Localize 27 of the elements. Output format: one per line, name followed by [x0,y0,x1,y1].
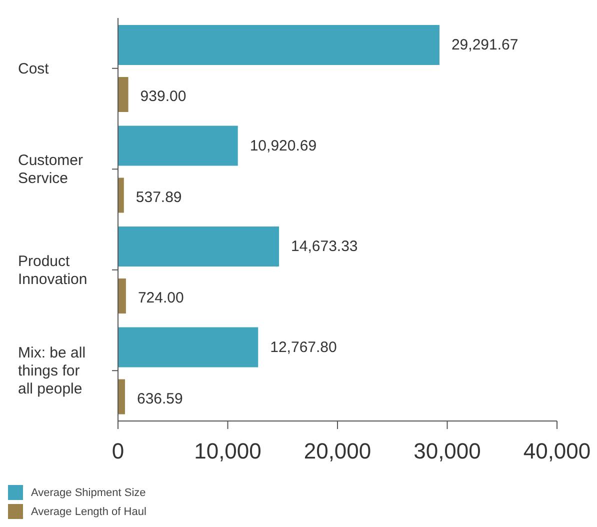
y-tick-label: Customer Service [18,152,84,187]
legend-label: Average Length of Haul [31,506,146,518]
data-label: 12,767.80 [270,338,337,356]
y-tick-label: Mix: be all things for all people [18,344,86,398]
y-tick-label: Product Innovation [18,252,88,288]
bar [118,379,125,414]
x-tick-label: 10,000 [194,438,262,464]
data-label: 10,920.69 [250,137,317,154]
bar [118,77,128,112]
data-label: 939.00 [140,88,186,105]
y-tick-label: Cost [18,60,50,77]
x-tick-label: 40,000 [523,438,591,464]
x-tick-label: 30,000 [414,438,481,464]
bar [118,226,280,266]
data-label: 537.89 [136,188,182,206]
bar [118,278,126,314]
x-tick-label: 0 [112,438,124,464]
data-label: 724.00 [138,290,184,306]
bar [118,327,258,368]
data-label: 29,291.67 [451,36,518,54]
bar [118,25,440,65]
data-label: 636.59 [136,390,183,408]
bar [118,178,124,213]
bar [118,126,238,166]
data-label: 14,673.33 [291,238,358,255]
legend-label: Average Shipment Size [31,486,146,498]
x-tick-label: 20,000 [304,438,372,464]
